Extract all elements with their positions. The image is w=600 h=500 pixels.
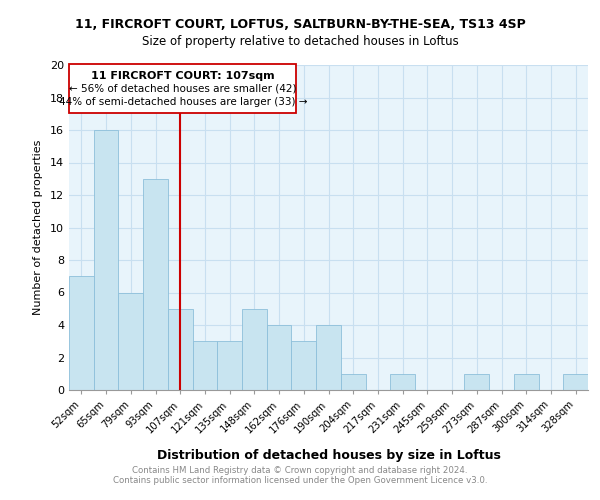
Bar [193,341,217,390]
Bar [69,276,94,390]
Bar [267,325,292,390]
Bar [168,308,193,390]
X-axis label: Distribution of detached houses by size in Loftus: Distribution of detached houses by size … [157,448,500,462]
Bar [94,130,118,390]
Bar [143,179,168,390]
Text: ← 56% of detached houses are smaller (42): ← 56% of detached houses are smaller (42… [69,84,296,94]
Bar [514,374,539,390]
Text: 44% of semi-detached houses are larger (33) →: 44% of semi-detached houses are larger (… [59,96,307,106]
Text: Size of property relative to detached houses in Loftus: Size of property relative to detached ho… [142,35,458,48]
Text: 11, FIRCROFT COURT, LOFTUS, SALTBURN-BY-THE-SEA, TS13 4SP: 11, FIRCROFT COURT, LOFTUS, SALTBURN-BY-… [74,18,526,30]
Text: Contains HM Land Registry data © Crown copyright and database right 2024.
Contai: Contains HM Land Registry data © Crown c… [113,466,487,485]
Bar [292,341,316,390]
Bar [316,325,341,390]
Bar [563,374,588,390]
Y-axis label: Number of detached properties: Number of detached properties [33,140,43,315]
Bar [118,292,143,390]
Bar [390,374,415,390]
Bar [464,374,489,390]
Bar [217,341,242,390]
Bar [242,308,267,390]
Text: 11 FIRCROFT COURT: 107sqm: 11 FIRCROFT COURT: 107sqm [91,70,275,81]
Bar [341,374,365,390]
FancyBboxPatch shape [70,64,296,113]
